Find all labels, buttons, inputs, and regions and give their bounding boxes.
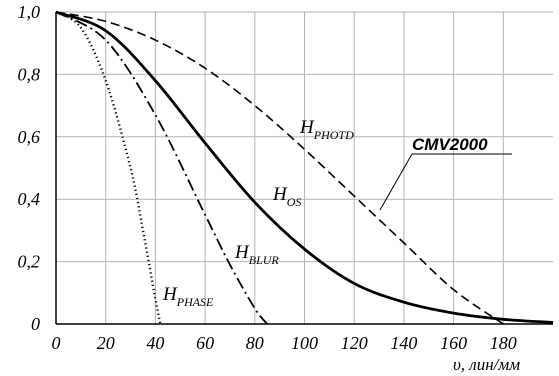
y-tick-label: 0,8 — [18, 64, 41, 84]
annotation-cmv2000: CMV2000 — [412, 135, 488, 154]
label-h-blur: HBLUR — [234, 242, 279, 267]
plot-frame — [55, 12, 553, 325]
series-line-h-blur — [55, 11, 268, 325]
label-h-os: HOS — [272, 184, 301, 209]
x-tick-label: 140 — [390, 333, 417, 353]
series-line-h-os — [55, 10, 554, 324]
x-tick-label: 80 — [246, 333, 264, 353]
y-tick-label: 0 — [31, 314, 40, 334]
y-tick-label: 0,6 — [18, 127, 41, 147]
x-tick-label: 60 — [196, 333, 214, 353]
series-group — [55, 10, 554, 325]
x-tick-label: 180 — [490, 333, 517, 353]
series-line-h-photd — [55, 11, 504, 325]
x-tick-label: 0 — [52, 333, 61, 353]
label-h-phase: HPHASE — [162, 284, 214, 309]
x-tick-label: 120 — [341, 333, 368, 353]
y-tick-label: 0,2 — [18, 252, 41, 272]
x-tick-label: 40 — [146, 333, 164, 353]
x-axis-label: υ, лин/мм — [453, 355, 520, 374]
x-tick-label: 100 — [291, 333, 318, 353]
x-tick-label: 20 — [97, 333, 115, 353]
label-h-photd: HPHOTD — [299, 117, 354, 142]
series-line-h-phase — [55, 10, 162, 325]
x-tick-label: 160 — [440, 333, 467, 353]
y-tick-label: 1,0 — [18, 2, 41, 22]
y-tick-label: 0,4 — [18, 189, 41, 209]
annotation-leader — [379, 153, 413, 211]
tick-labels: 0 20 40 60 80 100 120 140 160 180 0 0,2 0,4 0,6 0,8 1,0 — [18, 2, 517, 353]
grid — [56, 11, 553, 324]
